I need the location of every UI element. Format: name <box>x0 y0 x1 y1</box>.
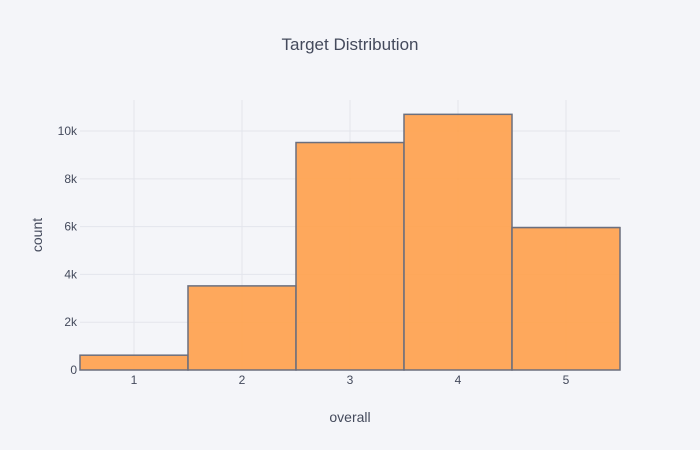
histogram-bar-5[interactable] <box>511 226 621 371</box>
histogram-bar-1[interactable] <box>79 354 189 371</box>
chart-title: Target Distribution <box>281 35 418 54</box>
x-tick-label: 5 <box>563 373 570 387</box>
y-tick-label: 6k <box>64 220 78 234</box>
y-axis-title: count <box>29 218 45 252</box>
x-tick-label: 1 <box>131 373 138 387</box>
histogram-bar-2[interactable] <box>187 285 297 371</box>
y-tick-label: 8k <box>64 172 78 186</box>
histogram-bar-4[interactable] <box>403 113 513 371</box>
y-tick-label: 4k <box>64 267 78 281</box>
y-tick-label: 0 <box>70 363 77 377</box>
x-axis-title: overall <box>329 409 370 425</box>
y-tick-label: 10k <box>58 124 78 138</box>
x-tick-labels: 1 2 3 4 5 <box>131 373 570 387</box>
x-tick-label: 3 <box>347 373 354 387</box>
x-tick-label: 2 <box>239 373 246 387</box>
y-tick-labels: 0 2k 4k 6k 8k 10k <box>58 124 78 377</box>
histogram-bar-3[interactable] <box>295 141 405 371</box>
y-tick-label: 2k <box>64 315 78 329</box>
x-tick-label: 4 <box>455 373 462 387</box>
bars-layer <box>79 113 621 371</box>
